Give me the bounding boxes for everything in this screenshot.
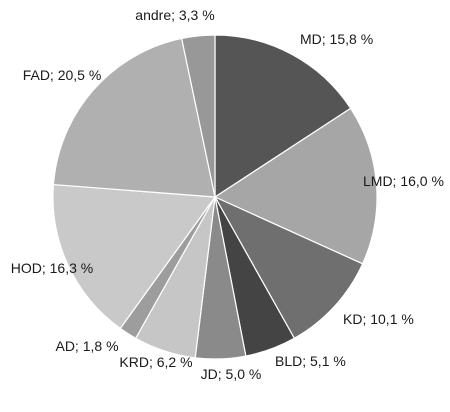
pie-slice-2 [213,195,364,340]
slice-label-7: HOD; 16,3 % [11,260,93,276]
pie-slice-7 [52,183,217,330]
slice-label-8: FAD; 20,5 % [23,67,102,83]
slice-label-4: JD; 5,0 % [201,366,262,382]
slice-label-3: BLD; 5,1 % [275,353,346,369]
slice-label-9: andre; 3,3 % [135,7,214,23]
pie-slice-1 [213,107,378,265]
slice-label-5: KRD; 6,2 % [119,354,192,370]
slice-label-0: MD; 15,8 % [300,31,373,47]
pie-slice-9 [180,34,216,198]
slice-label-2: KD; 10,1 % [343,311,414,327]
slice-label-1: LMD; 16,0 % [363,173,444,189]
slice-label-6: AD; 1,8 % [55,338,118,354]
pie-slice-8 [52,37,216,198]
pie-slice-0 [214,34,352,199]
